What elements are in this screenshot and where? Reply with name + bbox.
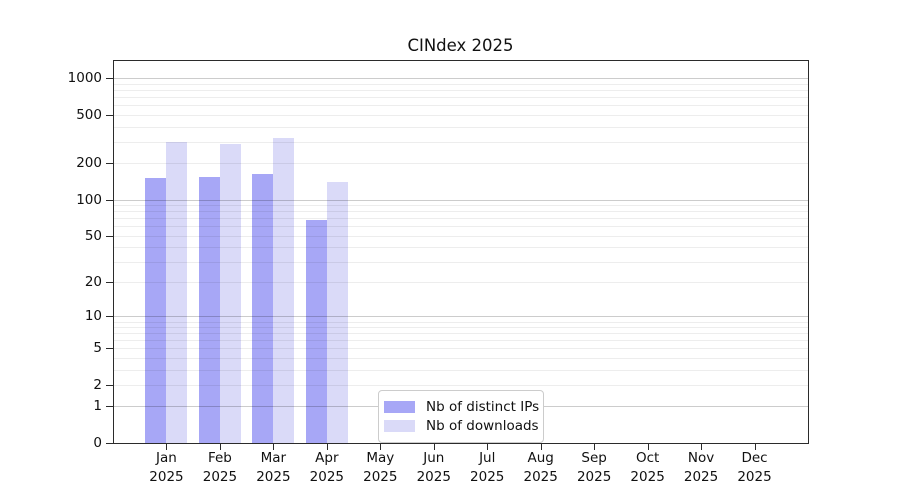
x-tick-mark (273, 444, 275, 450)
minor-gridline (113, 348, 808, 350)
x-tick-mark (487, 444, 489, 450)
minor-gridline (113, 235, 808, 237)
x-tick-mark (647, 444, 649, 450)
x-tick-label-jul: Jul 2025 (470, 450, 505, 485)
bar-apr-ips (305, 219, 327, 443)
y-tick-mark (106, 348, 113, 350)
legend-label: Nb of distinct IPs (426, 399, 540, 415)
minor-gridline (113, 358, 808, 360)
x-tick-mark (594, 444, 596, 450)
legend-swatch-downloads (384, 420, 415, 432)
x-tick-mark (219, 444, 221, 450)
legend: Nb of distinct IPs Nb of downloads (378, 390, 544, 443)
minor-gridline (113, 205, 808, 206)
y-tick-label: 100 (76, 191, 102, 208)
y-tick-label: 0 (93, 435, 102, 451)
y-tick-mark (106, 316, 113, 318)
minor-gridline (113, 333, 808, 335)
x-tick-mark (326, 444, 328, 450)
minor-gridline (113, 105, 808, 107)
major-gridline (113, 199, 808, 201)
chart-title: CINdex 2025 (407, 36, 514, 55)
x-tick-mark (754, 444, 756, 450)
minor-gridline (113, 261, 808, 263)
y-tick-label: 500 (76, 107, 102, 123)
minor-gridline (113, 126, 808, 128)
minor-gridline (113, 247, 808, 249)
x-tick-label-oct: Oct 2025 (630, 450, 665, 485)
x-tick-mark (380, 444, 382, 450)
y-tick-mark (106, 163, 113, 165)
x-tick-label-apr: Apr 2025 (309, 450, 345, 485)
x-tick-label-mar: Mar 2025 (256, 450, 291, 485)
x-tick-label-dec: Dec 2025 (737, 450, 772, 485)
minor-gridline (113, 321, 808, 323)
bar-jan-downloads (166, 141, 188, 443)
x-tick-mark (540, 444, 542, 450)
x-tick-label-nov: Nov 2025 (683, 450, 719, 485)
y-tick-mark (106, 235, 113, 237)
minor-gridline (113, 211, 808, 213)
bar-mar-downloads (273, 137, 295, 443)
minor-gridline (113, 327, 808, 329)
major-gridline (113, 316, 808, 318)
y-tick-mark (106, 385, 113, 387)
minor-gridline (113, 90, 808, 92)
y-tick-mark (106, 406, 113, 408)
x-tick-mark (701, 444, 703, 450)
bar-apr-downloads (326, 181, 348, 443)
y-tick-label: 5 (93, 340, 102, 357)
minor-gridline (113, 385, 808, 387)
legend-swatch-ips (384, 401, 415, 413)
minor-gridline (113, 141, 808, 143)
x-tick-label-jan: Jan 2025 (149, 450, 184, 485)
bar-mar-ips (252, 174, 274, 443)
minor-gridline (113, 84, 808, 86)
plot-area (113, 60, 808, 443)
bar-feb-downloads (219, 143, 241, 443)
x-tick-label-sep: Sep 2025 (576, 450, 612, 485)
y-tick-label: 1000 (67, 70, 102, 87)
legend-entry: Nb of downloads (384, 417, 539, 435)
x-tick-label-may: May 2025 (363, 450, 398, 485)
y-tick-mark (106, 282, 113, 284)
minor-gridline (113, 163, 808, 165)
minor-gridline (113, 218, 808, 220)
minor-gridline (113, 369, 808, 371)
y-tick-label: 10 (84, 308, 102, 325)
minor-gridline (113, 340, 808, 342)
minor-gridline (113, 282, 808, 284)
y-tick-label: 1 (93, 398, 102, 415)
major-gridline (113, 78, 808, 80)
y-tick-mark (106, 78, 113, 80)
x-tick-label-aug: Aug 2025 (523, 450, 558, 485)
bar-jan-ips (145, 178, 167, 443)
x-tick-mark (433, 444, 435, 450)
y-tick-mark (106, 115, 113, 116)
minor-gridline (113, 97, 808, 99)
y-tick-label: 20 (84, 274, 102, 291)
y-tick-label: 2 (93, 377, 102, 394)
x-tick-label-feb: Feb 2025 (202, 450, 238, 485)
y-tick-label: 200 (76, 155, 102, 172)
bar-feb-ips (198, 176, 220, 443)
minor-gridline (113, 226, 808, 228)
y-tick-mark (106, 199, 113, 201)
y-tick-label: 50 (84, 227, 102, 244)
minor-gridline (113, 115, 808, 116)
x-tick-label-jun: Jun 2025 (416, 450, 451, 485)
y-tick-mark (106, 443, 113, 444)
legend-entry: Nb of distinct IPs (384, 398, 540, 416)
x-tick-mark (166, 444, 168, 450)
legend-label: Nb of downloads (426, 418, 539, 434)
